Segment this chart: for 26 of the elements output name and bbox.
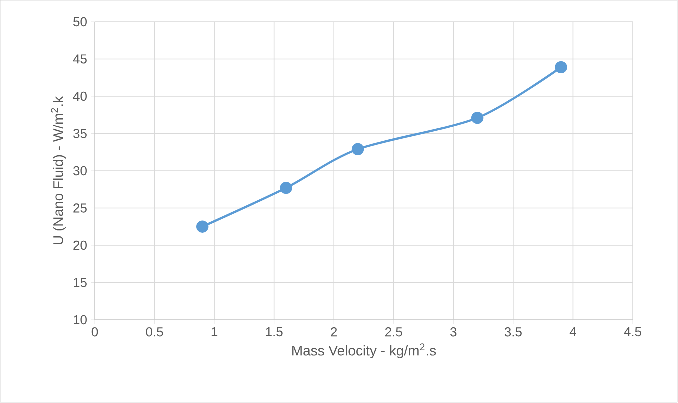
y-tick-label: 20 — [74, 240, 87, 250]
y-tick-label: 40 — [73, 92, 87, 102]
y-tick-label: 10 — [74, 315, 87, 325]
point — [471, 112, 484, 124]
point — [555, 61, 568, 74]
x-tick-label: 4 — [570, 328, 576, 336]
y-tick-label: 45 — [73, 54, 87, 64]
x-tick-label: 2.5 — [386, 328, 402, 337]
x-tick-label: 3 — [450, 328, 457, 337]
y-tick-label: 35 — [74, 129, 87, 138]
y-axis-title: U (Nano Fluid) - W/m$^{2}$.k — [51, 96, 66, 244]
x-tick-label: 2 — [331, 328, 338, 337]
y-tick-label: 25 — [74, 204, 87, 213]
x-tick-label: 1.5 — [266, 328, 283, 337]
x-axis-title: Mass Velocity - kg/m$^{2}$.s — [292, 344, 436, 359]
y-tick-label: 30 — [74, 166, 87, 176]
point — [280, 182, 292, 194]
point — [352, 143, 364, 156]
x-tick-label: 3.5 — [504, 328, 522, 337]
y-tick-label: 50 — [74, 17, 87, 27]
x-tick-label: 0.5 — [146, 328, 164, 337]
y-tick-label: 15 — [74, 278, 87, 288]
x-tick-label: 0 — [92, 328, 98, 337]
point — [196, 220, 209, 233]
x-tick-label: 1 — [212, 328, 218, 336]
x-tick-label: 4.5 — [624, 328, 642, 337]
